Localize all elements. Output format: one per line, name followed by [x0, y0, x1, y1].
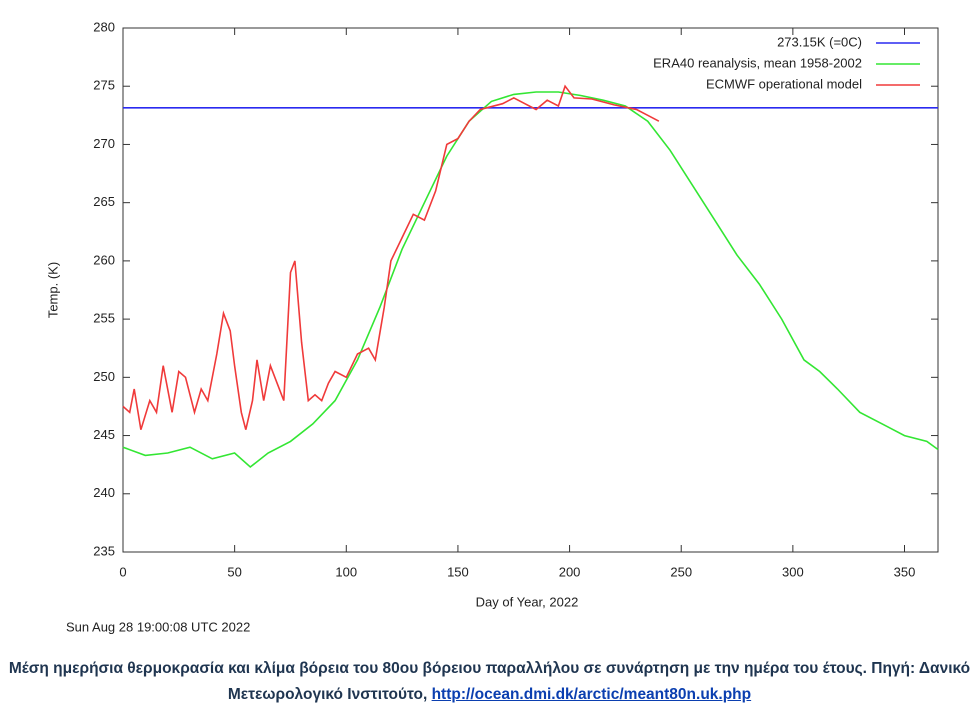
- y-tick-label: 250: [93, 369, 115, 384]
- x-tick-label: 150: [447, 564, 469, 579]
- x-tick-label: 200: [559, 564, 581, 579]
- x-tick-label: 250: [670, 564, 692, 579]
- source-link[interactable]: http://ocean.dmi.dk/arctic/meant80n.uk.p…: [431, 686, 752, 703]
- y-tick-label: 270: [93, 136, 115, 151]
- y-tick-label: 235: [93, 543, 115, 558]
- y-tick-label: 280: [93, 19, 115, 34]
- plot-frame: [122, 27, 939, 553]
- series-line: [122, 91, 939, 469]
- caption-text: Μέση ημερήσια θερμοκρασία και κλίμα βόρε…: [8, 660, 971, 703]
- x-tick-label: 100: [335, 564, 357, 579]
- x-tick-label: 300: [782, 564, 804, 579]
- y-tick-label: 245: [93, 427, 115, 442]
- legend-label: 273.15K (=0C): [777, 34, 862, 49]
- y-tick-label: 275: [93, 78, 115, 93]
- legend-label: ECMWF operational model: [706, 76, 862, 91]
- y-tick-label: 260: [93, 252, 115, 267]
- x-tick-label: 0: [119, 564, 126, 579]
- y-tick-label: 265: [93, 194, 115, 209]
- x-tick-label: 350: [894, 564, 916, 579]
- x-axis-label: Day of Year, 2022: [476, 594, 579, 609]
- chart: Day of Year, 2022 Temp. (K) Sun Aug 28 1…: [45, 19, 939, 634]
- y-tick-label: 255: [93, 311, 115, 326]
- timestamp: Sun Aug 28 19:00:08 UTC 2022: [66, 619, 250, 634]
- y-axis-label: Temp. (K): [45, 262, 60, 318]
- series-line: [122, 84, 660, 430]
- caption: Μέση ημερήσια θερμοκρασία και κλίμα βόρε…: [0, 656, 979, 708]
- x-tick-label: 50: [227, 564, 241, 579]
- y-tick-label: 240: [93, 485, 115, 500]
- legend-label: ERA40 reanalysis, mean 1958-2002: [653, 55, 862, 70]
